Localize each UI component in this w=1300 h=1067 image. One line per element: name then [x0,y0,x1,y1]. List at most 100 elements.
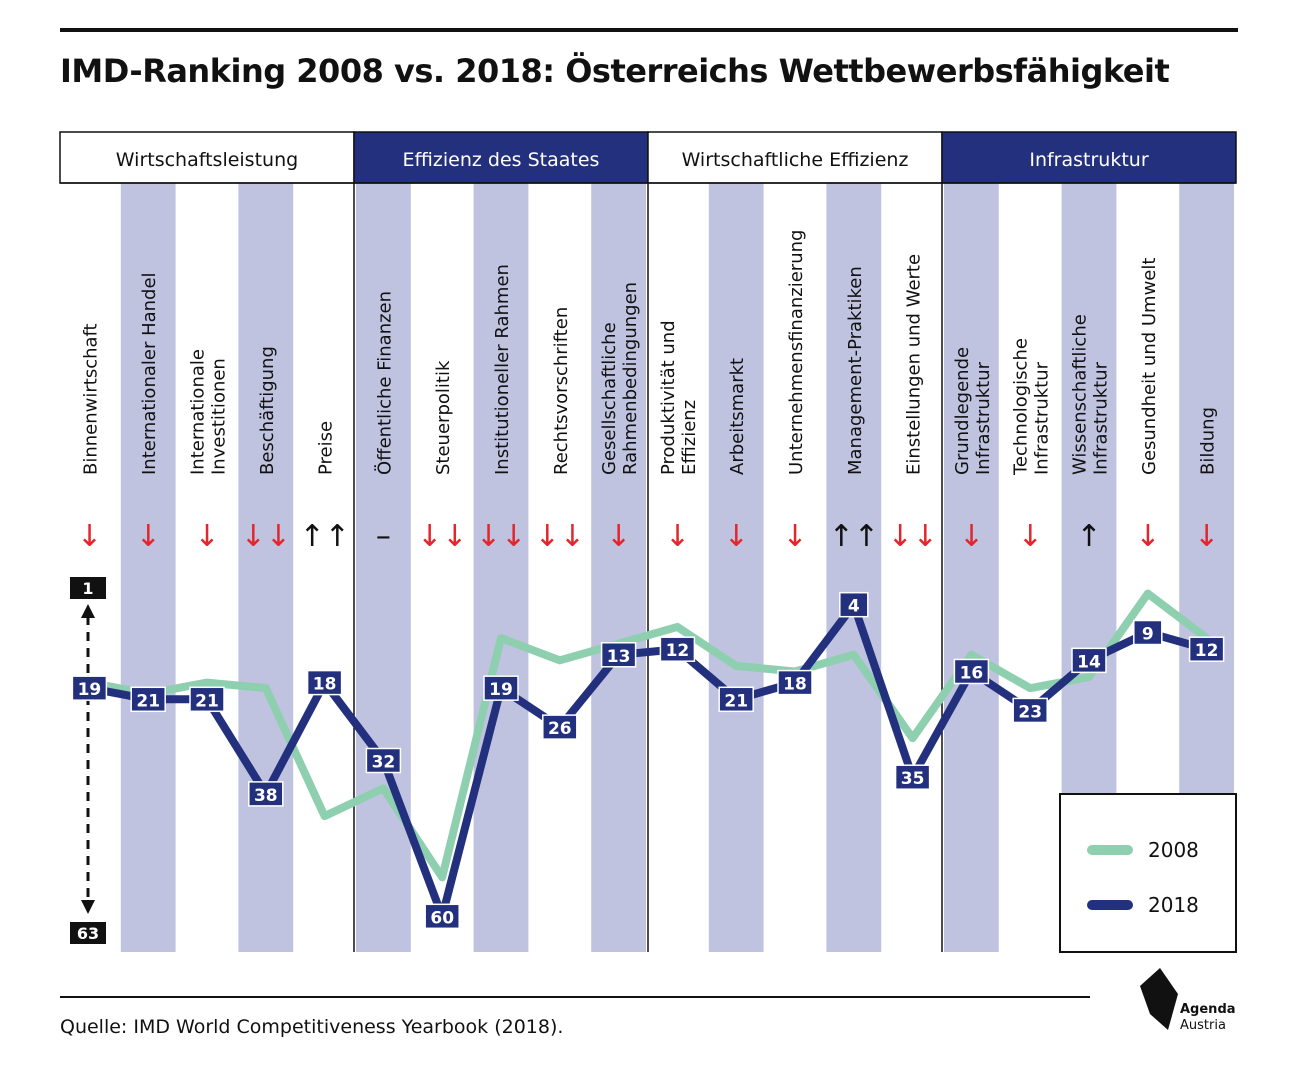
category-label-line: Infrastruktur [973,361,994,475]
data-label: 21 [136,691,160,711]
category-label-line: Unternehmensfinanzierung [786,230,807,475]
category-label-line: Institutioneller Rahmen [492,264,513,475]
group-header-label: Effizienz des Staates [403,149,600,171]
group-header-box [59,131,355,184]
top-rule [60,28,1238,32]
category-label-line: Binnenwirtschaft [80,323,101,475]
data-point-box [1012,697,1048,724]
group-headers: Wirtschaftsleistung Effizienz des Staates… [59,131,1237,184]
trend-arrow: ↓ [1194,519,1219,554]
data-label: 19 [78,680,102,700]
data-label: 32 [372,753,396,773]
data-labels: 19 21 21 38 18 32 60 19 26 13 12 21 18 4 35 16 23 14 9 12 [71,591,1225,930]
category-label-line: Management-Praktiken [845,266,866,475]
category-label-line: Effizienz [679,400,700,475]
category-label-line: Internationaler Handel [139,272,160,475]
trend-arrow: ↓↓ [887,519,937,554]
category-label-line: Rahmenbedingungen [620,282,641,475]
trend-arrow: ↓ [1135,519,1160,554]
rank-top-label: 1 [82,579,93,598]
category-label-line: Wissenschaftliche [1070,314,1091,475]
data-point-box [71,675,108,701]
category-label-line: Gesundheit und Umwelt [1139,258,1160,475]
data-label: 9 [1142,625,1154,645]
category-label: Binnenwirtschaft [80,323,101,475]
trend-arrow: ↑ [1076,519,1101,554]
category-label: Unternehmensfinanzierung [786,230,807,475]
bottom-rule [60,996,1090,998]
logo-line2: Austria [1180,1018,1226,1033]
data-point-box [894,764,931,790]
rank-axis-arrow-down-icon [81,900,95,914]
data-point-box [306,669,343,696]
category-label-line: Grundlegende [952,347,973,475]
data-label: 13 [607,647,631,667]
column-stripes [120,183,1234,952]
trend-arrow: ↓ [782,519,807,554]
data-point-box [953,658,990,685]
legend: 2008 2018 [1059,793,1237,953]
trend-arrow: ↓ [136,519,161,554]
trend-arrow: ↑↑ [299,519,349,554]
agenda-austria-logo-icon [1140,968,1178,1030]
data-label: 12 [1195,641,1219,661]
category-label-line: Rechtsvorschriften [551,307,572,475]
data-point-box [130,686,166,713]
category-label: Arbeitsmarkt [727,358,748,475]
legend-label-2008: 2008 [1148,838,1199,862]
data-label: 4 [848,597,860,617]
group-header-label: Infrastruktur [1029,149,1148,171]
rank-bottom-box [70,922,106,944]
category-label: InternationaleInvestitionen [188,349,230,475]
data-point-box [189,686,225,713]
group-header-box [647,131,943,184]
trend-arrow: ↓↓ [417,519,467,554]
data-label: 38 [254,786,278,806]
category-label: Management-Praktiken [845,266,866,475]
legend-label-2018: 2018 [1148,893,1199,917]
data-label: 16 [960,663,984,683]
legend-box [1059,793,1237,953]
column-stripe [238,183,294,952]
data-point-box [1188,636,1225,662]
trend-arrow: ↓ [724,519,749,554]
trend-arrow: ↓↓ [476,519,526,554]
rank-axis-arrow-up-icon [81,604,95,618]
column-stripe [120,183,176,952]
category-label: TechnologischeInfrastruktur [1011,338,1053,476]
data-label: 21 [195,691,219,711]
logo-text: Agenda Austria [1180,1002,1236,1034]
trend-arrow: ↓ [959,519,984,554]
category-label-line: Bildung [1198,407,1219,475]
data-label: 18 [313,675,337,695]
category-label: Institutioneller Rahmen [492,264,513,475]
data-label: 35 [901,769,925,789]
category-label-line: Produktivität und [658,320,679,475]
category-label: Einstellungen und Werte [904,254,925,475]
category-label: WissenschaftlicheInfrastruktur [1070,314,1112,475]
trend-arrow: ↓↓ [535,519,585,554]
source-note: Quelle: IMD World Competitiveness Yearbo… [60,1016,564,1038]
data-point-box [1071,647,1107,674]
logo-line1: Agenda [1180,1002,1236,1017]
category-label: Bildung [1198,407,1219,475]
category-label: GesellschaftlicheRahmenbedingungen [599,282,641,475]
rank-axis: 1 63 [70,577,106,944]
group-header-label: Wirtschaftsleistung [116,149,298,171]
trend-arrow: ↓ [77,519,102,554]
trend-arrow: – [376,519,391,554]
data-label: 23 [1018,702,1042,722]
category-label-line: Gesellschaftliche [599,322,620,475]
trend-arrow: ↓ [194,519,219,554]
column-stripe [591,183,646,952]
trend-arrow: ↑↑ [829,519,879,554]
trend-arrow: ↓ [1018,519,1043,554]
data-point-box [365,747,402,774]
category-label: Beschäftigung [257,346,278,475]
category-label-line: Preise [316,421,337,475]
category-label-line: Infrastruktur [1091,361,1112,475]
data-point-box [777,669,813,696]
category-labels: Binnenwirtschaft Internationaler Handel In… [80,230,1218,476]
category-label-line: Arbeitsmarkt [727,358,748,475]
data-point-box [424,903,460,930]
